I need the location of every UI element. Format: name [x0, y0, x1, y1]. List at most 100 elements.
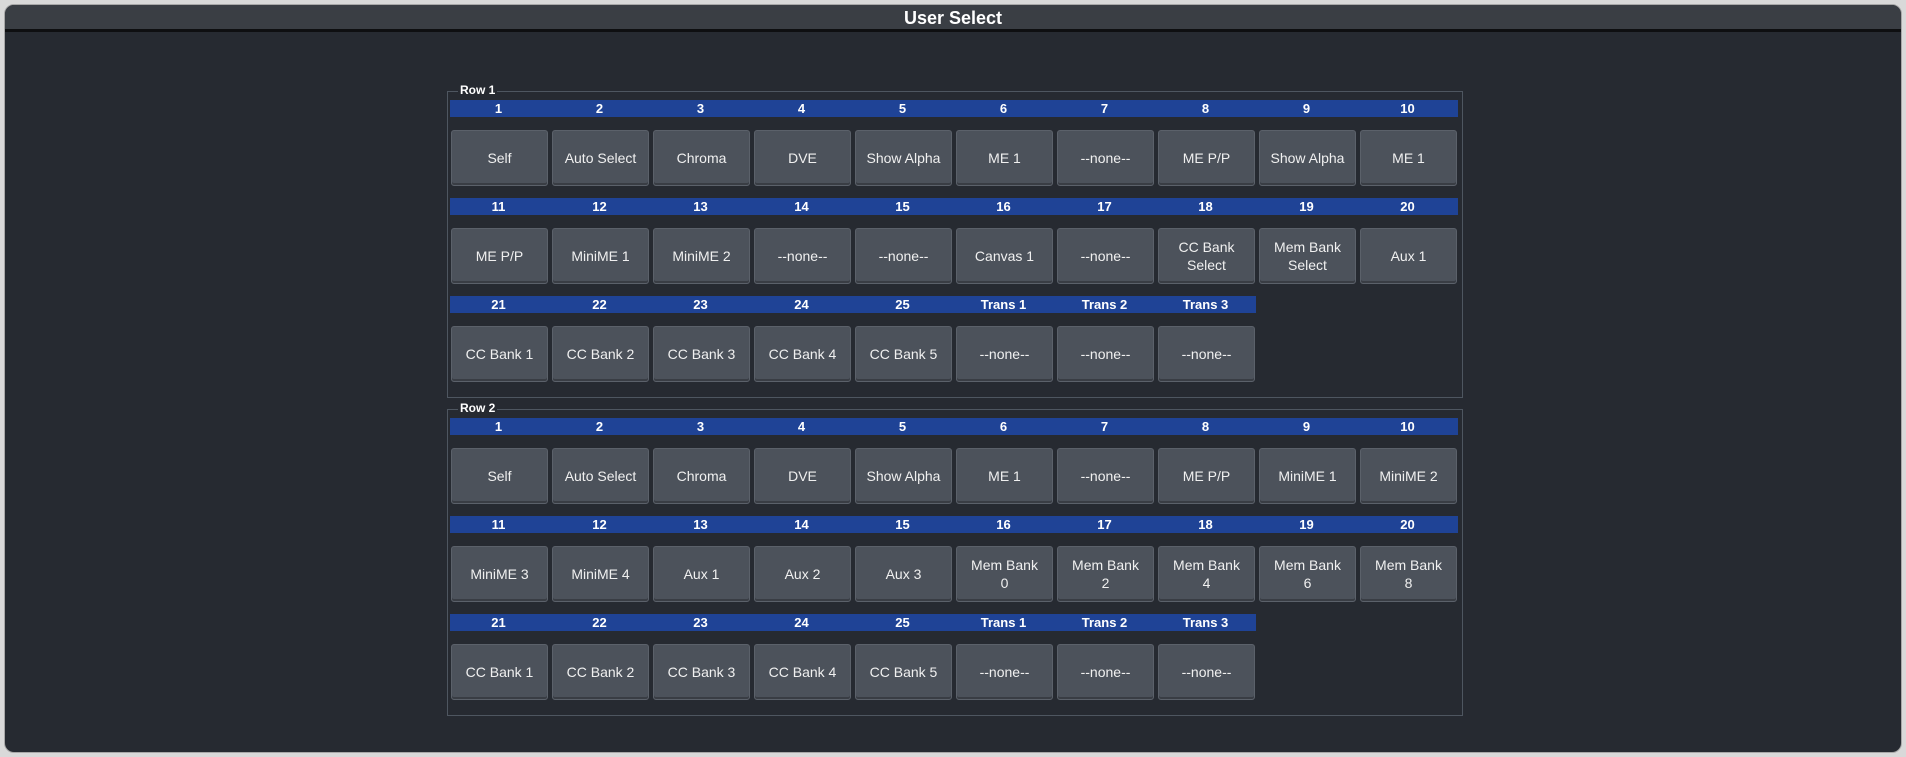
user-select-button[interactable]: Canvas 1	[956, 228, 1053, 284]
group-2: Row 2 1 2 3 4 5 6 7 8 9 10 Self Auto Select Chroma DVE…	[447, 401, 1463, 716]
user-select-button[interactable]: Auto Select	[552, 130, 649, 186]
button-number-header: 21 22 23 24 25 Trans 1 Trans 2 Trans 3	[450, 614, 1256, 631]
user-select-button[interactable]: CC Bank 2	[552, 644, 649, 700]
group-1: Row 1 1 2 3 4 5 6 7 8 9 10 Self Auto Select Chroma DVE…	[447, 83, 1463, 398]
button-number: 10	[1400, 101, 1415, 116]
button-number-header: 1 2 3 4 5 6 7 8 9 10	[450, 100, 1458, 117]
button-number: 3	[696, 419, 705, 434]
button-number: 2	[595, 419, 604, 434]
user-select-button[interactable]: Mem Bank 4	[1158, 546, 1255, 602]
user-select-button[interactable]: Mem Bank 8	[1360, 546, 1457, 602]
user-select-button[interactable]: MiniME 3	[451, 546, 548, 602]
user-select-button[interactable]: MiniME 1	[552, 228, 649, 284]
button-number-header: 11 12 13 14 15 16 17 18 19 20	[450, 198, 1458, 215]
user-select-button[interactable]: --none--	[1057, 326, 1154, 382]
user-select-button[interactable]: Self	[451, 130, 548, 186]
user-select-button[interactable]: --none--	[1057, 228, 1154, 284]
user-select-button[interactable]: CC Bank 1	[451, 326, 548, 382]
button-number: Trans 3	[1182, 615, 1229, 630]
user-select-button[interactable]: CC Bank 3	[653, 326, 750, 382]
user-select-button[interactable]: CC Bank 4	[754, 326, 851, 382]
button-number: 4	[797, 419, 806, 434]
button-number: 19	[1299, 517, 1314, 532]
button-number: 16	[996, 517, 1011, 532]
user-select-button[interactable]: Mem Bank 0	[956, 546, 1053, 602]
user-select-button[interactable]: CC Bank 3	[653, 644, 750, 700]
button-number: 20	[1400, 199, 1415, 214]
button-number-header: 1 2 3 4 5 6 7 8 9 10	[450, 418, 1458, 435]
button-number: 20	[1400, 517, 1415, 532]
button-number: Trans 1	[980, 297, 1027, 312]
user-select-button[interactable]: Show Alpha	[855, 130, 952, 186]
user-select-button[interactable]: --none--	[1158, 644, 1255, 700]
user-select-button[interactable]: ME 1	[956, 448, 1053, 504]
user-select-button[interactable]: --none--	[1057, 130, 1154, 186]
user-select-button[interactable]: --none--	[855, 228, 952, 284]
user-select-button[interactable]: CC Bank 1	[451, 644, 548, 700]
user-select-button[interactable]: MiniME 2	[653, 228, 750, 284]
user-select-button[interactable]: ME 1	[1360, 130, 1457, 186]
user-select-button[interactable]: Show Alpha	[1259, 130, 1356, 186]
button-number: 24	[794, 297, 809, 312]
user-select-button[interactable]: Aux 3	[855, 546, 952, 602]
button-number: 21	[491, 615, 506, 630]
button-number: 5	[898, 101, 907, 116]
button-number: 16	[996, 199, 1011, 214]
user-select-button[interactable]: CC Bank 5	[855, 644, 952, 700]
button-number: 10	[1400, 419, 1415, 434]
user-select-button[interactable]: Show Alpha	[855, 448, 952, 504]
button-number: 12	[592, 517, 607, 532]
user-select-button[interactable]: DVE	[754, 448, 851, 504]
user-select-button[interactable]: CC Bank 4	[754, 644, 851, 700]
user-select-button[interactable]: ME P/P	[1158, 130, 1255, 186]
user-select-button[interactable]: MiniME 4	[552, 546, 649, 602]
button-number: Trans 1	[980, 615, 1027, 630]
user-select-button[interactable]: Mem Bank 6	[1259, 546, 1356, 602]
button-number: 11	[491, 517, 506, 532]
user-select-button[interactable]: ME P/P	[451, 228, 548, 284]
user-select-button[interactable]: Chroma	[653, 130, 750, 186]
group-label: Row 2	[458, 401, 498, 415]
user-select-button[interactable]: ME 1	[956, 130, 1053, 186]
window-title: User Select	[5, 5, 1901, 32]
button-number: 4	[797, 101, 806, 116]
user-select-button[interactable]: Aux 2	[754, 546, 851, 602]
button-number: 1	[494, 419, 503, 434]
user-select-button[interactable]: Aux 1	[1360, 228, 1457, 284]
user-select-button[interactable]: Auto Select	[552, 448, 649, 504]
button-number: 19	[1299, 199, 1314, 214]
user-select-button[interactable]: Mem Bank 2	[1057, 546, 1154, 602]
user-select-button[interactable]: --none--	[956, 644, 1053, 700]
button-number: Trans 2	[1081, 297, 1128, 312]
user-select-button[interactable]: Chroma	[653, 448, 750, 504]
user-select-button[interactable]: --none--	[1158, 326, 1255, 382]
user-select-button[interactable]: CC Bank Select	[1158, 228, 1255, 284]
user-select-button[interactable]: ME P/P	[1158, 448, 1255, 504]
user-select-button[interactable]: --none--	[956, 326, 1053, 382]
button-number: 2	[595, 101, 604, 116]
user-select-button[interactable]: Self	[451, 448, 548, 504]
button-number: 7	[1100, 419, 1109, 434]
user-select-button[interactable]: --none--	[1057, 448, 1154, 504]
button-number: 18	[1198, 517, 1213, 532]
group-label: Row 1	[458, 83, 498, 97]
button-number: 14	[794, 517, 809, 532]
user-select-button[interactable]: CC Bank 2	[552, 326, 649, 382]
button-number: 8	[1201, 101, 1210, 116]
user-select-button[interactable]: --none--	[754, 228, 851, 284]
button-number: 6	[999, 419, 1008, 434]
user-select-button[interactable]: MiniME 2	[1360, 448, 1457, 504]
button-number: 3	[696, 101, 705, 116]
user-select-button[interactable]: MiniME 1	[1259, 448, 1356, 504]
user-select-button[interactable]: Aux 1	[653, 546, 750, 602]
user-select-button[interactable]: CC Bank 5	[855, 326, 952, 382]
button-number: 13	[693, 199, 708, 214]
user-select-button[interactable]: DVE	[754, 130, 851, 186]
button-number: 12	[592, 199, 607, 214]
button-number: 11	[491, 199, 506, 214]
user-select-button[interactable]: Mem Bank Select	[1259, 228, 1356, 284]
button-number: 7	[1100, 101, 1109, 116]
button-number: 22	[592, 297, 607, 312]
user-select-button[interactable]: --none--	[1057, 644, 1154, 700]
button-number: 17	[1097, 517, 1112, 532]
